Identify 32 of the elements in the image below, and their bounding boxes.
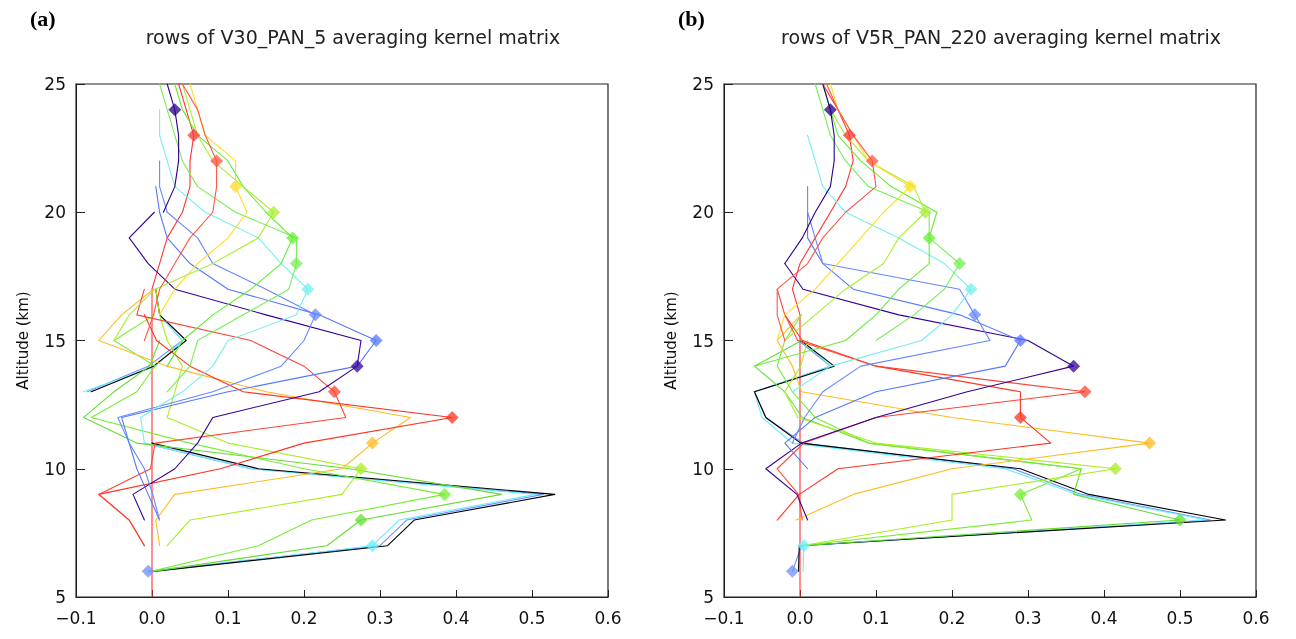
text: (a) — [30, 6, 56, 32]
x-tick-label: 0.6 — [1242, 607, 1270, 628]
y-tick-label: 10 — [44, 458, 66, 479]
y-tick-label: 15 — [44, 330, 66, 351]
x-tick-label: 0.3 — [366, 607, 394, 628]
chart-title: rows of V5R_PAN_220 averaging kernel matrix — [781, 25, 1221, 49]
y-axis-title: Altitude (km) — [13, 291, 32, 390]
y-axis-title: Altitude (km) — [661, 291, 680, 390]
x-tick-label: 0.3 — [1014, 607, 1042, 628]
x-tick-label: −0.1 — [703, 607, 745, 628]
chart-title: rows of V30_PAN_5 averaging kernel matrix — [145, 25, 561, 49]
y-tick-label: 5 — [55, 587, 66, 607]
x-tick-label: −0.1 — [55, 607, 97, 628]
x-tick-label: 0.6 — [594, 607, 622, 628]
x-tick-label: 0.1 — [862, 607, 890, 628]
x-tick-label: 0.2 — [290, 607, 318, 628]
x-tick-label: 0.0 — [786, 607, 814, 628]
y-tick-label: 10 — [692, 458, 714, 479]
y-tick-label: 25 — [44, 74, 66, 94]
y-tick-label: 25 — [692, 74, 714, 94]
x-tick-label: 0.0 — [138, 607, 166, 628]
x-tick-label: 0.5 — [518, 607, 546, 628]
x-tick-label: 0.2 — [938, 607, 966, 628]
x-tick-label: 0.5 — [1166, 607, 1194, 628]
y-tick-label: 15 — [692, 330, 714, 351]
text: (b) — [678, 6, 705, 32]
x-tick-label: 0.4 — [1090, 607, 1118, 628]
y-tick-label: 5 — [703, 587, 714, 607]
x-tick-label: 0.4 — [442, 607, 470, 628]
x-tick-label: 0.1 — [214, 607, 242, 628]
y-tick-label: 20 — [692, 202, 714, 223]
y-tick-label: 20 — [44, 202, 66, 223]
